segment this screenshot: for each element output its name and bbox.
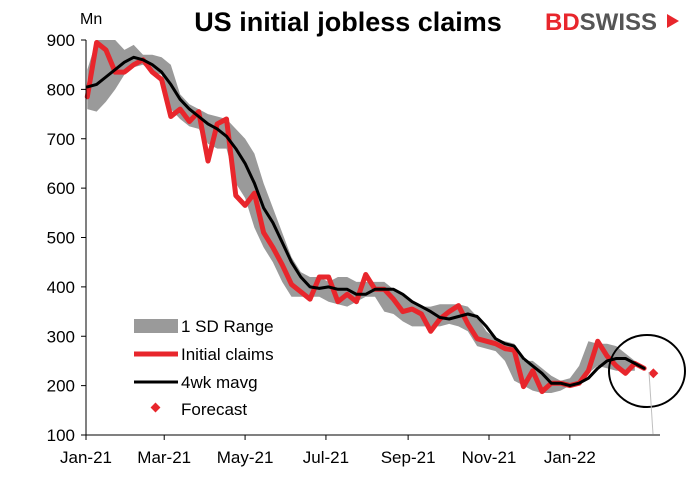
legend-label-mavg: 4wk mavg [181, 373, 258, 392]
y-tick-label: 700 [47, 130, 75, 149]
x-tick-label: Nov-21 [462, 448, 517, 467]
x-tick-label: May-21 [217, 448, 274, 467]
mavg-line [85, 55, 646, 388]
y-tick-label: 600 [47, 179, 75, 198]
brand-logo-part1: BD [545, 9, 580, 36]
sd-range-band [87, 40, 635, 393]
y-tick-label: 200 [47, 377, 75, 396]
highlight-annotation [608, 334, 686, 435]
brand-logo-part2: SWISS [580, 9, 657, 36]
brand-logo-text: BDSWISS [545, 9, 657, 36]
legend-label-forecast: Forecast [181, 400, 247, 419]
y-tick-label: 100 [47, 426, 75, 445]
brand-logo: BDSWISS [545, 9, 679, 36]
legend-swatch-range [134, 319, 178, 333]
y-tick-label: 800 [47, 80, 75, 99]
x-tick-label: Sep-21 [381, 448, 436, 467]
x-tick-label: Jan-21 [60, 448, 112, 467]
y-tick-label: 500 [47, 229, 75, 248]
y-tick-label: 300 [47, 327, 75, 346]
x-tick-label: Jul-21 [303, 448, 349, 467]
x-tick-label: Mar-21 [137, 448, 191, 467]
legend: 1 SD Range Initial claims 4wk mavg Forec… [134, 317, 274, 419]
forecast-drop-line [648, 371, 654, 435]
legend-swatch-forecast [150, 402, 161, 413]
y-tick-label: 900 [47, 31, 75, 50]
y-tick-label: 400 [47, 278, 75, 297]
x-tick-label: Jan-22 [544, 448, 596, 467]
brand-arrow-icon [667, 14, 679, 28]
legend-label-claims: Initial claims [181, 345, 274, 364]
chart-title: US initial jobless claims [194, 7, 502, 37]
legend-label-range: 1 SD Range [181, 317, 274, 336]
plot-area: 100 200 300 400 500 600 700 800 900 Jan-21 Mar-21 M… [47, 31, 660, 467]
forecast-marker [648, 368, 659, 379]
highlight-circle [608, 334, 686, 408]
y-axis-unit-label: Mn [80, 11, 102, 28]
